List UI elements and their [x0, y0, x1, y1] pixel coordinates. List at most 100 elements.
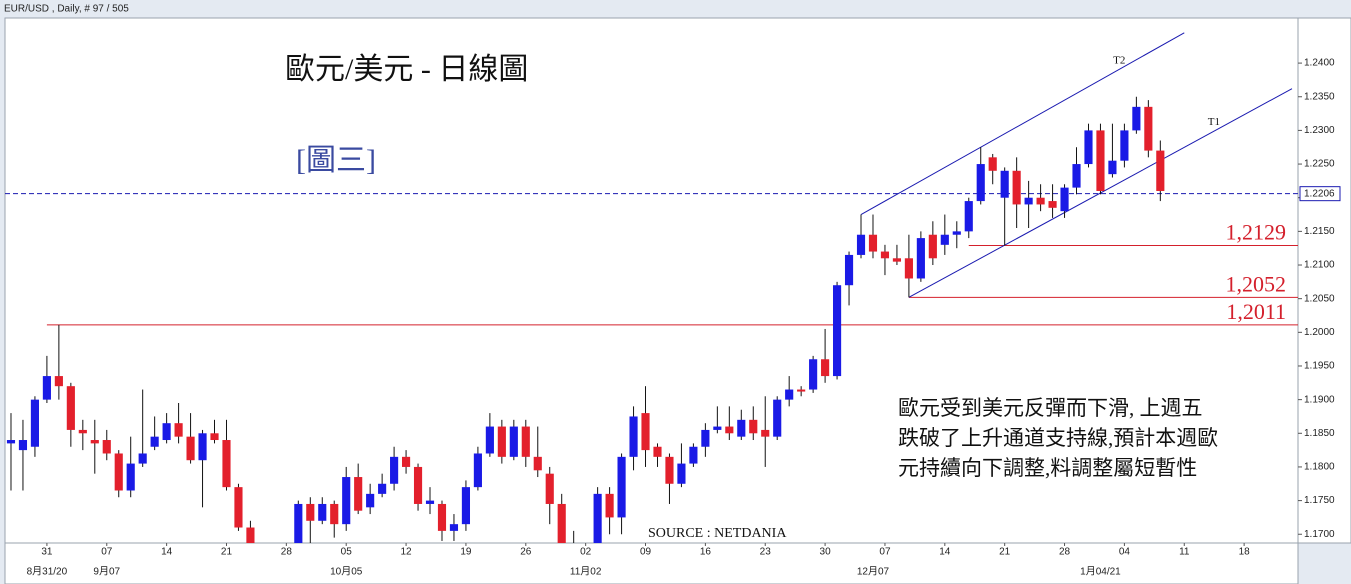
candle-body — [1024, 197, 1033, 205]
last-price-label: 1.2206 — [1304, 188, 1335, 199]
candle-body — [66, 386, 75, 430]
candle-body — [964, 201, 973, 232]
x-tick-label: 14 — [939, 547, 951, 558]
candle-body — [42, 376, 51, 400]
candle-body — [342, 477, 351, 525]
candle-body — [844, 254, 854, 286]
candle-body — [234, 487, 243, 528]
candle-body — [665, 456, 674, 484]
candle-body — [246, 527, 255, 543]
annotation: 元持續向下調整,料調整屬短暫性 — [898, 456, 1197, 480]
candle-body — [785, 389, 794, 400]
candle-body — [509, 426, 518, 457]
candle-body — [1120, 130, 1129, 161]
candle-body — [737, 419, 746, 437]
plot-area — [4, 17, 1299, 544]
candle-body — [210, 433, 219, 441]
candle-body — [162, 423, 171, 441]
candle-body — [449, 524, 459, 531]
x-sublabel: 12月07 — [857, 566, 890, 578]
candle-body — [856, 234, 866, 255]
candle-body — [557, 503, 566, 543]
plot-marks — [5, 32, 1298, 543]
x-tick-label: 11 — [1179, 547, 1190, 558]
candle-body — [593, 493, 602, 543]
candle-body — [473, 453, 482, 488]
chart-title: 歐元/美元 - 日線圖 — [285, 53, 528, 86]
x-tick-label: 28 — [1059, 547, 1071, 558]
y-tick-label: 1.2400 — [1304, 58, 1335, 69]
x-tick-label: 19 — [460, 547, 472, 558]
y-tick-label: 1.1750 — [1304, 495, 1335, 506]
x-tick-label: 26 — [520, 547, 532, 558]
candle-body — [605, 493, 614, 518]
candle-body — [749, 419, 758, 434]
candle-body — [916, 238, 925, 279]
candle-body — [892, 258, 902, 262]
candle-body — [689, 446, 698, 464]
candle-body — [497, 426, 506, 457]
candle-body — [114, 453, 123, 491]
x-tick-label: 23 — [760, 547, 772, 558]
candle-body — [928, 234, 937, 259]
candle-body — [821, 359, 830, 377]
y-tick-label: 1.2100 — [1304, 260, 1335, 271]
y-tick-label: 1.2000 — [1304, 327, 1335, 338]
candle-body — [401, 456, 411, 467]
candle-body — [294, 503, 303, 543]
candle-body — [868, 234, 878, 252]
candle-body — [150, 436, 159, 447]
candle-body — [880, 251, 890, 259]
candle-body — [78, 429, 87, 434]
candle-body — [797, 389, 806, 392]
header: EUR/USD , Daily, # 97 / 505 — [4, 4, 129, 15]
candle-body — [1108, 160, 1117, 175]
candle-body — [102, 440, 111, 454]
candle-body — [617, 456, 626, 518]
x-tick-label: 31 — [41, 547, 53, 558]
x-tick-label: 18 — [1239, 547, 1251, 558]
y-tick-label: 1.1900 — [1304, 394, 1335, 405]
y-tick-label: 1.2350 — [1304, 91, 1335, 102]
candle-body — [629, 416, 638, 457]
source: SOURCE : NETDANIA — [648, 526, 787, 541]
candle-body — [485, 426, 494, 454]
candle-body — [330, 503, 339, 525]
x-tick-label: 05 — [341, 547, 353, 558]
candle-body — [1012, 170, 1021, 205]
x-tick-label: 07 — [879, 547, 891, 558]
candle-body — [725, 426, 734, 434]
candle-body — [1000, 170, 1009, 198]
annotation: 跌破了上升通道支持線,預計本週歐 — [898, 426, 1218, 450]
channel-label: T2 — [1113, 54, 1125, 66]
x-sublabel: 8月31/20 — [27, 566, 68, 578]
candle-body — [761, 429, 770, 437]
y-axis-area — [1297, 17, 1351, 544]
candle-body — [677, 463, 686, 484]
y-tick-label: 1.2150 — [1304, 226, 1335, 237]
candle-body — [1072, 164, 1081, 188]
candle-body — [653, 446, 662, 457]
y-tick-label: 1.1700 — [1304, 529, 1335, 540]
level-label: 1,2052 — [1226, 271, 1287, 296]
candle-body — [545, 473, 554, 504]
x-sublabel: 11月02 — [570, 566, 602, 578]
candle-body — [1048, 201, 1057, 208]
x-tick-label: 21 — [999, 547, 1011, 558]
candle-body — [1132, 106, 1141, 131]
x-tick-label: 30 — [820, 547, 832, 558]
candle-body — [306, 503, 315, 521]
x-tick-label: 09 — [640, 547, 652, 558]
channel-label: T1 — [1208, 116, 1220, 128]
x-tick-label: 04 — [1119, 547, 1131, 558]
candle-body — [378, 483, 387, 494]
candle-body — [533, 456, 542, 471]
candle-body — [809, 359, 818, 390]
y-tick-label: 1.2300 — [1304, 125, 1335, 136]
candle-body — [701, 429, 710, 447]
candle-body — [198, 433, 207, 461]
candle-body — [461, 487, 471, 525]
x-sublabel: 10月05 — [330, 566, 363, 578]
candle-body — [18, 440, 28, 451]
x-tick-label: 28 — [281, 547, 293, 558]
